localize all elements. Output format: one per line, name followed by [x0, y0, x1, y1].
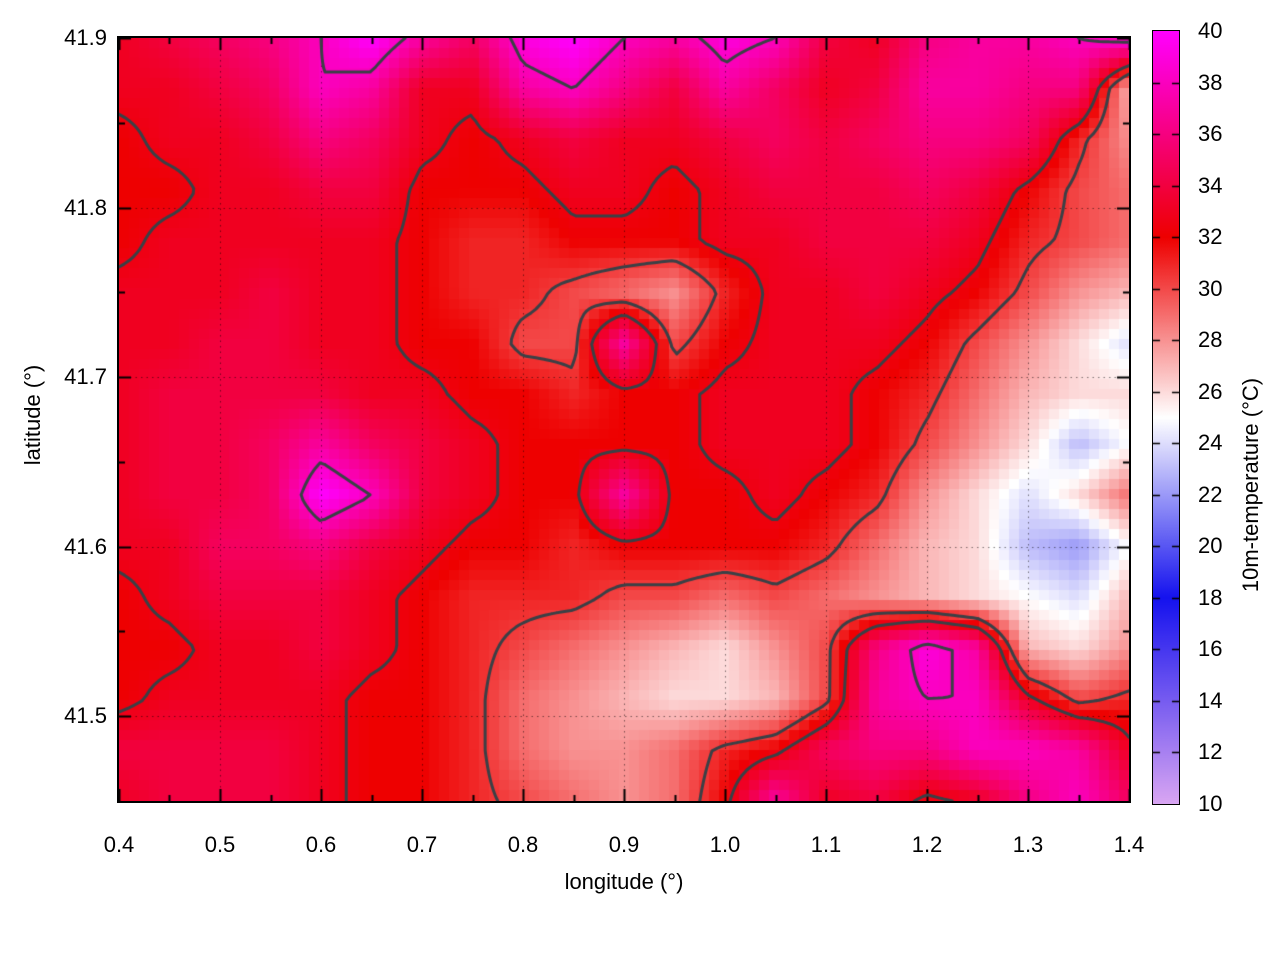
y-tick-label: 41.9: [64, 25, 107, 50]
colorbar-tick-label: 18: [1198, 584, 1223, 610]
x-tick-label: 0.8: [507, 832, 539, 857]
x-tick-label: 1.0: [709, 832, 741, 857]
colorbar-tick-label: 34: [1198, 172, 1223, 198]
colorbar-tick-label: 20: [1198, 533, 1223, 559]
colorbar: [1152, 30, 1180, 805]
colorbar-tick-label: 30: [1198, 275, 1223, 301]
x-tick-label: 1.3: [1012, 832, 1044, 857]
x-tick-label: 0.4: [103, 832, 135, 857]
colorbar-tick-label: 28: [1198, 327, 1223, 353]
y-axis-label: latitude (°): [20, 364, 45, 466]
x-tick-label: 0.6: [305, 832, 337, 857]
y-tick-label: 41.6: [64, 533, 107, 559]
colorbar-tick-label: 36: [1198, 121, 1223, 147]
x-tick-label: 0.5: [204, 832, 236, 857]
x-tick-label: 1.2: [911, 832, 943, 857]
colorbar-tick-label: 10: [1198, 791, 1223, 816]
x-tick-label: 0.9: [608, 832, 640, 857]
colorbar-tick-label: 40: [1198, 18, 1223, 43]
x-tick-label: 1.1: [810, 832, 842, 857]
colorbar-tick-label: 32: [1198, 224, 1223, 250]
colorbar-tick-label: 14: [1198, 687, 1223, 713]
colorbar-tick-label: 22: [1198, 481, 1223, 507]
x-tick-label: 0.7: [406, 832, 438, 857]
y-tick-label: 41.5: [64, 703, 107, 729]
y-tick-label: 41.8: [64, 194, 107, 220]
colorbar-tick-label: 38: [1198, 69, 1223, 95]
y-tick-label: 41.7: [64, 364, 107, 390]
plot-area: [117, 36, 1131, 803]
colorbar-tick-label: 16: [1198, 636, 1223, 662]
temperature-heatmap-canvas: [119, 38, 1129, 801]
colorbar-tick-label: 26: [1198, 378, 1223, 404]
x-tick-label: 1.4: [1113, 832, 1145, 857]
colorbar-tick-label: 12: [1198, 739, 1223, 765]
colorbar-gradient-canvas: [1153, 31, 1179, 804]
colorbar-tick-label: 24: [1198, 430, 1223, 456]
x-axis-label: longitude (°): [564, 869, 684, 894]
